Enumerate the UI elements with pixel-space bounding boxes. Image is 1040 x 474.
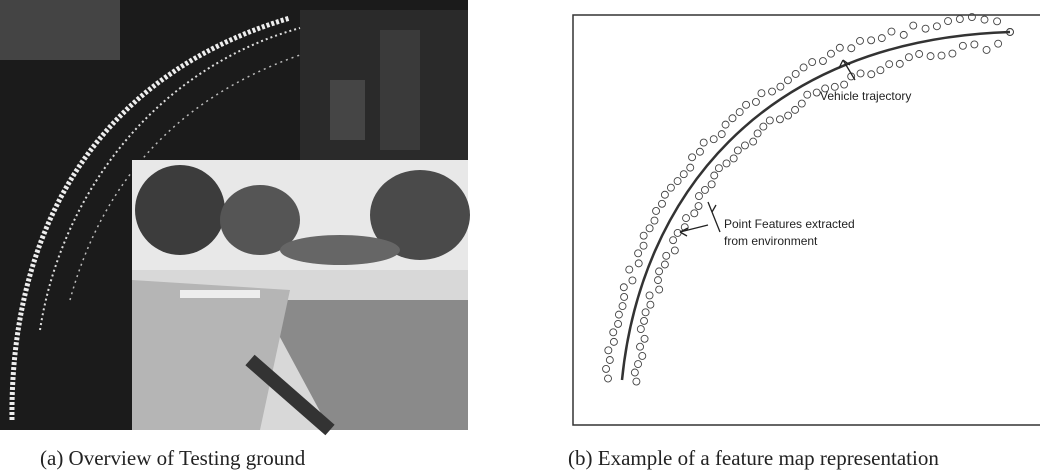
annotation: Vehicle trajectory xyxy=(820,89,911,103)
figure: Vehicle trajectory Point Features extrac… xyxy=(0,0,1040,440)
caption: (b) Example of a feature map representat… xyxy=(568,446,939,471)
annotation: from environment xyxy=(724,234,818,248)
annotation: Point Features extracted xyxy=(724,217,855,231)
caption: (a) Overview of Testing ground xyxy=(40,446,305,471)
photo-inset xyxy=(132,160,470,430)
page: Vehicle trajectory Point Features extrac… xyxy=(0,0,1040,474)
